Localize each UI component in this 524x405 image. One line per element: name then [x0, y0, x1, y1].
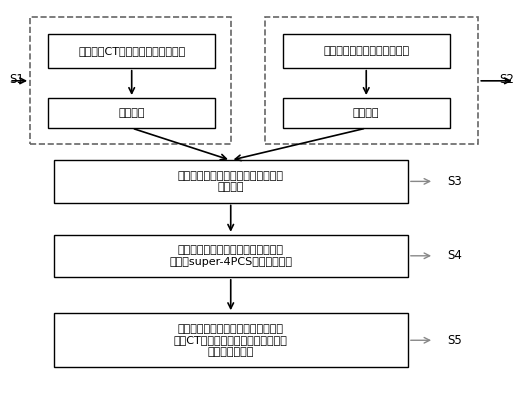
Bar — [30, 17, 231, 144]
Text: 计算得出术中患者病灶区域的点云与
术前CT图像或核磁图像的点云配准重
合时的空间坐标: 计算得出术中患者病灶区域的点云与 术前CT图像或核磁图像的点云配准重 合时的空间… — [174, 324, 288, 357]
Text: 对具有重叠区域的目标点云和整体点
云采用super-4PCS算法进行配准: 对具有重叠区域的目标点云和整体点 云采用super-4PCS算法进行配准 — [169, 245, 292, 266]
Bar — [48, 34, 215, 68]
Text: 整体点云: 整体点云 — [353, 108, 379, 118]
Text: S4: S4 — [447, 249, 462, 262]
Text: 目标点云: 目标点云 — [118, 108, 145, 118]
Text: 获取术前CT图像或核磁图像的点云: 获取术前CT图像或核磁图像的点云 — [78, 46, 185, 55]
Bar — [48, 98, 215, 128]
Text: S5: S5 — [447, 334, 462, 347]
Text: 在整体点云中获取与目标点云重叠的
特征区域: 在整体点云中获取与目标点云重叠的 特征区域 — [178, 171, 283, 192]
Bar — [53, 160, 408, 202]
Text: 获取术中患者病灶区域的点云: 获取术中患者病灶区域的点云 — [323, 46, 409, 55]
Bar — [265, 17, 478, 144]
Text: S3: S3 — [447, 175, 462, 188]
Bar — [283, 98, 450, 128]
Text: S2: S2 — [499, 73, 515, 86]
Bar — [283, 34, 450, 68]
Bar — [53, 313, 408, 367]
Text: S1: S1 — [9, 73, 25, 86]
Bar — [53, 234, 408, 277]
